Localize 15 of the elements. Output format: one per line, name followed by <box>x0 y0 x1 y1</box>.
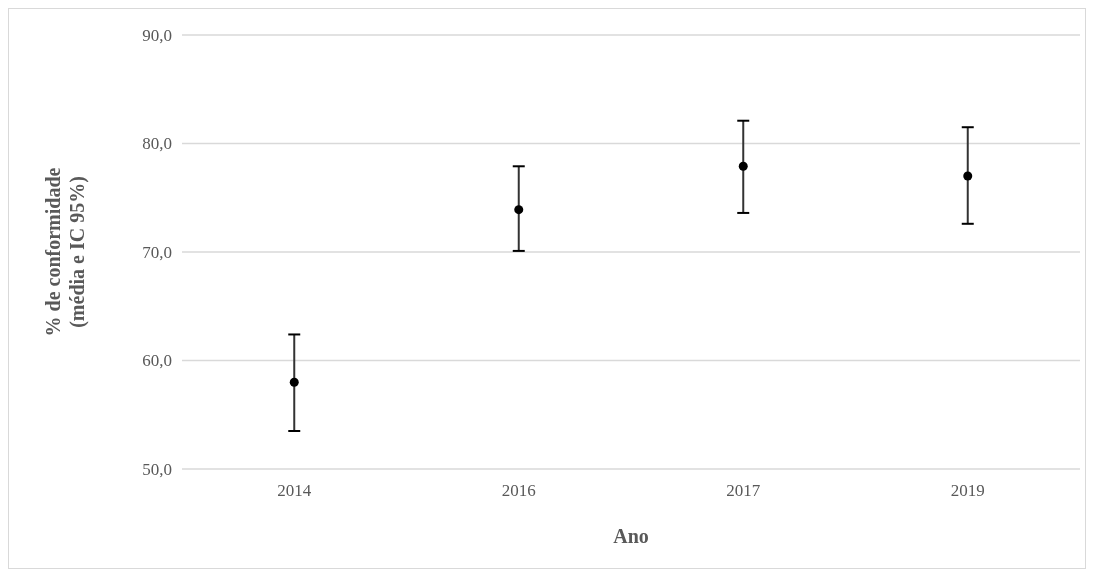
x-tick-label: 2017 <box>726 481 761 500</box>
point <box>289 377 299 387</box>
point <box>963 171 973 181</box>
y-tick-label: 70,0 <box>142 242 172 262</box>
point <box>514 205 524 215</box>
point <box>738 161 748 171</box>
y-tick-label: 50,0 <box>142 459 172 479</box>
y-axis-title: % de conformidade (média e IC 95%) <box>42 167 89 337</box>
x-tick-label: 2019 <box>950 481 985 500</box>
y-tick-label: 60,0 <box>142 351 172 371</box>
y-tick-label: 90,0 <box>142 25 172 45</box>
y-tick-label: 80,0 <box>142 134 172 154</box>
x-axis-title: Ano <box>613 525 649 547</box>
x-tick-label: 2014 <box>277 481 312 500</box>
x-tick-label: 2016 <box>501 481 536 500</box>
